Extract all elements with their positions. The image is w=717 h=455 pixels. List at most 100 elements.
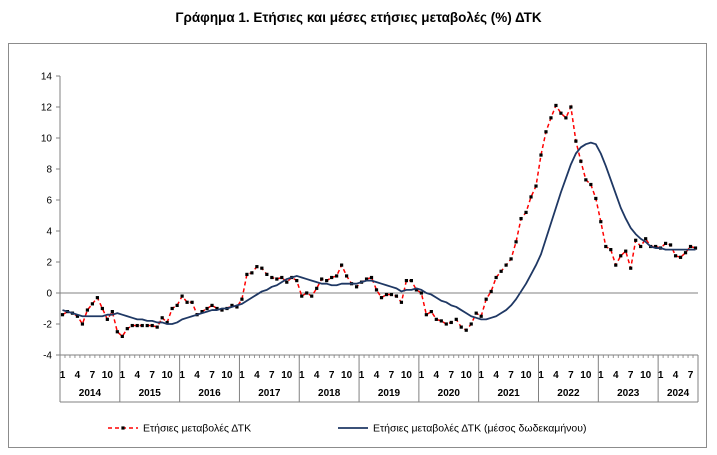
series-point-annual-change bbox=[210, 303, 214, 307]
series-point-annual-change bbox=[60, 313, 65, 317]
month-tick-label: 4 bbox=[194, 370, 200, 381]
series-point-annual-change bbox=[105, 317, 109, 321]
series-point-annual-change bbox=[609, 248, 613, 252]
series-point-annual-change bbox=[579, 159, 583, 163]
series-point-annual-change bbox=[504, 263, 508, 267]
series-point-annual-change bbox=[354, 285, 359, 289]
series-point-annual-change bbox=[250, 271, 254, 275]
series-point-annual-change bbox=[544, 130, 548, 134]
series-point-annual-change bbox=[449, 320, 453, 325]
series-point-annual-change bbox=[110, 310, 114, 314]
series-point-annual-change bbox=[489, 289, 493, 294]
series-point-annual-change bbox=[499, 269, 503, 273]
year-label: 2015 bbox=[139, 388, 162, 399]
series-point-annual-change bbox=[574, 139, 578, 143]
year-label: 2020 bbox=[438, 388, 461, 399]
series-point-annual-change bbox=[310, 294, 314, 298]
series-point-annual-change bbox=[693, 246, 698, 250]
month-tick-label: 7 bbox=[389, 370, 395, 381]
series-point-annual-change bbox=[629, 266, 633, 270]
series-point-annual-change bbox=[190, 300, 194, 304]
series-point-annual-change bbox=[75, 314, 80, 318]
month-tick-label: 10 bbox=[461, 370, 473, 381]
series-point-annual-change bbox=[374, 288, 379, 292]
series-point-annual-change bbox=[594, 196, 598, 201]
series-point-annual-change bbox=[474, 311, 478, 315]
series-point-annual-change bbox=[414, 288, 418, 292]
month-tick-label: 10 bbox=[221, 370, 233, 381]
series-point-annual-change bbox=[419, 291, 423, 295]
series-point-annual-change bbox=[330, 275, 334, 280]
series-point-annual-change bbox=[644, 237, 648, 241]
month-tick-label: 1 bbox=[658, 370, 664, 381]
series-point-annual-change bbox=[668, 243, 673, 247]
series-point-annual-change bbox=[683, 251, 688, 255]
series-point-annual-change bbox=[275, 277, 279, 281]
series-point-annual-change bbox=[524, 210, 528, 214]
series-point-annual-change bbox=[464, 328, 468, 332]
series-point-annual-change bbox=[260, 266, 264, 270]
series-point-annual-change bbox=[424, 313, 428, 317]
month-tick-label: 4 bbox=[493, 370, 499, 381]
series-point-annual-change bbox=[619, 254, 623, 258]
x-axis: 1 4 7 10 1 4 7 10 1 4 7 10 1 4 7 10 1 4 7 10 1 4 7 10 1 4 7 10 1 4 7 10… bbox=[59, 292, 699, 403]
series-point-annual-change bbox=[459, 325, 463, 329]
series-point-annual-change bbox=[240, 297, 244, 301]
series-point-annual-change bbox=[444, 322, 448, 326]
series-point-annual-change bbox=[534, 184, 538, 188]
series-point-annual-change bbox=[115, 330, 119, 334]
series-point-annual-change bbox=[634, 238, 638, 242]
series-point-annual-change bbox=[469, 322, 473, 326]
month-tick-label: 10 bbox=[281, 370, 293, 381]
month-tick-label: 10 bbox=[341, 370, 353, 381]
chart-frame bbox=[8, 43, 707, 448]
y-tick-label: 6 bbox=[46, 196, 52, 207]
series-point-annual-change bbox=[559, 111, 563, 115]
series-point-annual-change bbox=[120, 334, 124, 338]
series-point-annual-change bbox=[369, 275, 374, 280]
series-point-annual-change bbox=[599, 220, 603, 224]
year-label: 2018 bbox=[318, 388, 341, 399]
y-tick-label: 8 bbox=[46, 165, 52, 176]
year-label: 2022 bbox=[557, 388, 580, 399]
month-tick-label: 4 bbox=[553, 370, 559, 381]
series-point-annual-change bbox=[399, 300, 404, 304]
series-point-annual-change bbox=[345, 274, 349, 278]
y-tick-label: 12 bbox=[41, 103, 53, 114]
series-point-annual-change bbox=[305, 291, 309, 295]
month-tick-label: 7 bbox=[149, 370, 155, 381]
series-point-annual-change bbox=[519, 217, 523, 221]
series-point-annual-change bbox=[364, 277, 369, 281]
series-point-annual-change bbox=[125, 327, 129, 331]
month-tick-label: 7 bbox=[90, 370, 96, 381]
series-point-annual-change bbox=[235, 305, 239, 309]
series-point-annual-change bbox=[654, 244, 658, 249]
month-tick-label: 4 bbox=[75, 370, 81, 381]
series-line-moving-average bbox=[62, 141, 696, 325]
series-point-annual-change bbox=[494, 275, 498, 280]
series-point-annual-change bbox=[200, 310, 204, 314]
year-label: 2023 bbox=[617, 388, 640, 399]
series-point-annual-change bbox=[624, 249, 628, 253]
series-point-annual-change bbox=[135, 323, 139, 328]
legend: Ετήσιες μεταβολές ΔΤΚ Ετήσιες μεταβολές Δ… bbox=[108, 423, 587, 435]
series-point-annual-change bbox=[529, 195, 533, 199]
series-point-annual-change bbox=[614, 263, 618, 267]
series-point-annual-change bbox=[514, 240, 518, 244]
month-tick-label: 7 bbox=[329, 370, 335, 381]
series-point-annual-change bbox=[584, 178, 588, 182]
legend-label-moving-average: Ετήσιες μεταβολές ΔΤΚ (μέσος δωδεκαμήνου… bbox=[373, 423, 587, 435]
y-tick-label: -4 bbox=[43, 351, 52, 362]
series-point-annual-change bbox=[325, 279, 329, 283]
series-point-annual-change bbox=[434, 317, 438, 321]
month-tick-label: 1 bbox=[299, 370, 305, 381]
series-point-annual-change bbox=[664, 241, 668, 245]
series-point-annual-change bbox=[80, 322, 85, 326]
month-tick-label: 4 bbox=[374, 370, 380, 381]
series-point-annual-change bbox=[175, 303, 179, 307]
series-point-annual-change bbox=[340, 263, 344, 267]
month-tick-label: 10 bbox=[520, 370, 532, 381]
series-point-annual-change bbox=[165, 320, 169, 325]
series-point-annual-change bbox=[335, 274, 339, 278]
